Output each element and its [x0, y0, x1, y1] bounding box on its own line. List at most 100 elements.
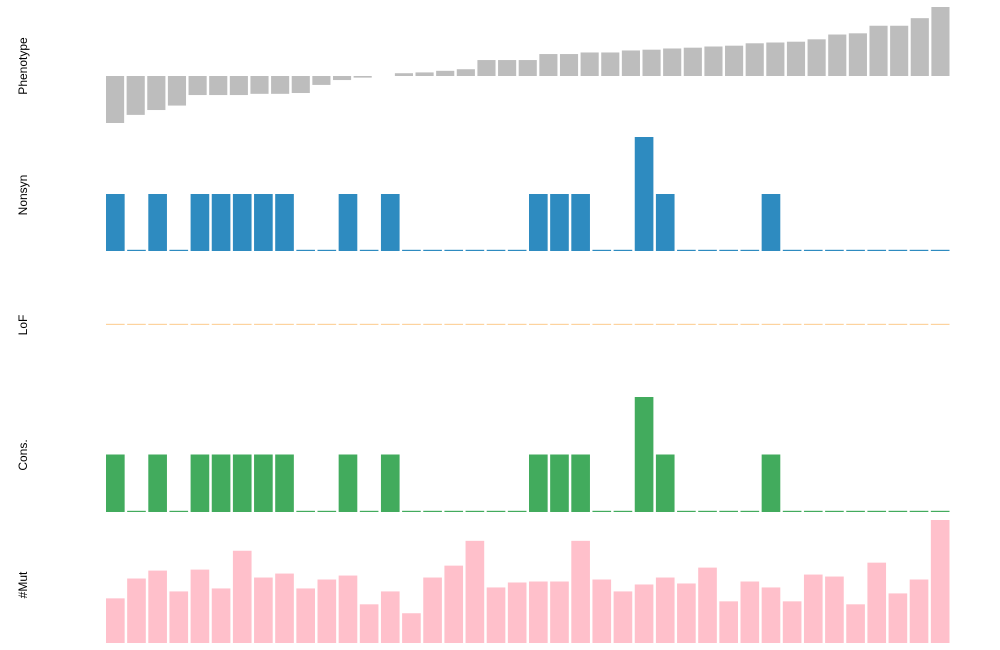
bar: [147, 76, 166, 111]
bar: [250, 76, 269, 94]
bar: [359, 323, 379, 325]
bar: [613, 249, 633, 251]
bar: [761, 587, 781, 643]
bar: [930, 510, 950, 512]
bar: [909, 579, 929, 643]
bar: [613, 591, 633, 643]
bar: [486, 249, 506, 251]
bar: [211, 323, 231, 325]
bar: [846, 249, 865, 251]
panel-1: Nonsyn: [16, 137, 950, 251]
panel-0: Phenotype: [16, 7, 950, 123]
bar: [539, 54, 558, 76]
bar: [725, 45, 744, 76]
bar: [930, 249, 950, 251]
bar: [444, 565, 464, 643]
bar: [782, 601, 802, 643]
bar: [456, 69, 475, 76]
bar: [338, 454, 358, 512]
bar: [704, 46, 723, 76]
panel-3: Cons.: [16, 397, 950, 512]
bar: [359, 510, 379, 512]
bar: [719, 249, 738, 251]
bar: [782, 323, 802, 325]
bar: [127, 249, 146, 251]
bar: [380, 194, 400, 251]
bar: [930, 323, 950, 325]
bar: [507, 582, 527, 643]
bar: [507, 510, 527, 512]
bar: [761, 194, 781, 251]
bar: [402, 510, 421, 512]
bar: [359, 249, 379, 251]
bar: [550, 454, 569, 512]
bar: [359, 604, 379, 643]
bar: [296, 249, 315, 251]
bar: [580, 52, 599, 76]
bar: [613, 323, 633, 325]
bar: [190, 323, 210, 325]
bar: [571, 323, 590, 325]
bar: [663, 48, 682, 76]
bar: [550, 194, 569, 251]
bar: [402, 323, 421, 325]
bar: [601, 52, 620, 76]
bar: [931, 7, 950, 76]
bar: [761, 454, 781, 512]
bar: [786, 41, 806, 76]
bar: [740, 249, 760, 251]
bar: [232, 454, 252, 512]
bar: [507, 323, 527, 325]
bar: [169, 323, 189, 325]
bar: [825, 576, 844, 643]
bar: [423, 323, 442, 325]
bar: [106, 194, 125, 251]
bar: [828, 34, 847, 76]
bar: [782, 510, 802, 512]
bar: [890, 25, 909, 76]
bar: [167, 76, 187, 106]
bar: [106, 76, 125, 123]
bar: [211, 454, 231, 512]
bar: [353, 76, 372, 78]
bar: [634, 323, 654, 325]
bar: [275, 194, 294, 251]
panel-label: LoF: [16, 315, 30, 336]
bar: [613, 510, 633, 512]
bar: [232, 323, 252, 325]
bar: [296, 588, 315, 643]
bar: [698, 567, 717, 643]
bar: [415, 72, 434, 76]
bar: [209, 76, 228, 96]
bar: [761, 323, 781, 325]
bar: [592, 323, 612, 325]
bar: [655, 577, 675, 643]
bar: [677, 249, 696, 251]
bar: [317, 323, 337, 325]
bar: [465, 249, 485, 251]
bar: [254, 454, 273, 512]
bar: [338, 323, 358, 325]
bar: [229, 76, 248, 96]
bar: [550, 323, 569, 325]
bar: [127, 578, 146, 643]
bar: [190, 569, 210, 643]
bar: [402, 613, 421, 643]
bar: [867, 510, 887, 512]
bar: [867, 323, 887, 325]
bar: [683, 47, 702, 76]
bar: [803, 574, 823, 643]
bar: [634, 584, 654, 643]
bar: [338, 575, 358, 643]
bar: [106, 598, 125, 643]
bar: [766, 42, 785, 76]
bar: [188, 76, 207, 96]
bar: [642, 49, 661, 76]
bar: [317, 249, 337, 251]
bar: [621, 50, 640, 76]
bar: [254, 194, 273, 251]
bar: [254, 577, 273, 643]
bar: [571, 194, 590, 251]
bar: [380, 591, 400, 643]
bar: [380, 454, 400, 512]
